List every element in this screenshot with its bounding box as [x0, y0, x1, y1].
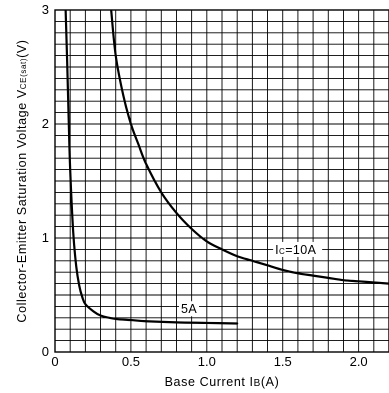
annotation-background [179, 301, 200, 317]
chart-grid [55, 10, 389, 352]
curve-annotations: IC=10A 5A [179, 241, 323, 317]
chart-curves [64, 10, 389, 325]
annotation-ic5: 5A [181, 302, 197, 316]
y-tick-label: 2 [42, 116, 49, 131]
y-tick-labels: 0 1 2 3 [42, 2, 49, 359]
x-tick-labels: 0 0.5 1.0 1.5 2.0 [51, 354, 367, 369]
series-line-ic-5a [64, 10, 239, 325]
annotation-background [273, 241, 323, 257]
y-tick-label: 1 [42, 230, 49, 245]
x-tick-label: 2.0 [350, 354, 368, 369]
x-tick-label: 1.0 [198, 354, 216, 369]
y-tick-label: 0 [42, 344, 49, 359]
x-tick-label: 1.5 [274, 354, 292, 369]
series-line-ic-10a [110, 10, 389, 285]
x-axis-label: Base Current IB(A) [165, 375, 280, 389]
plot-frame [54, 9, 389, 353]
y-axis-label: Collector-Emitter Saturation Voltage VCE… [15, 39, 29, 322]
x-tick-label: 0.5 [122, 354, 140, 369]
x-tick-label: 0 [51, 354, 58, 369]
annotation-ic10: IC=10A [275, 243, 316, 257]
y-tick-label: 3 [42, 2, 49, 17]
